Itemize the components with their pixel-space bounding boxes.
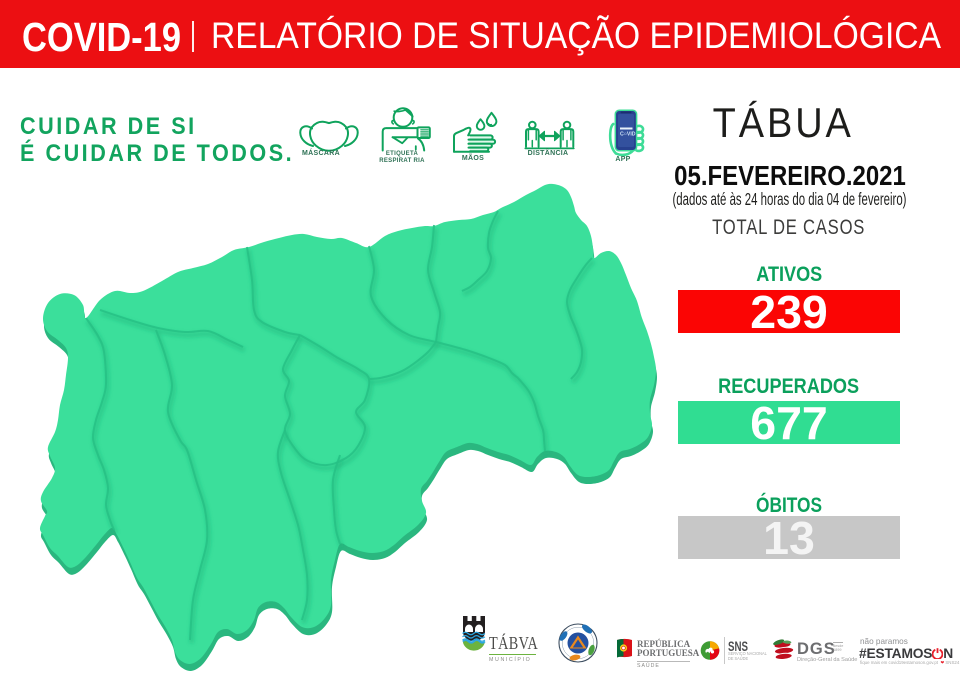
svg-text:C○VID: C○VID	[620, 132, 636, 138]
